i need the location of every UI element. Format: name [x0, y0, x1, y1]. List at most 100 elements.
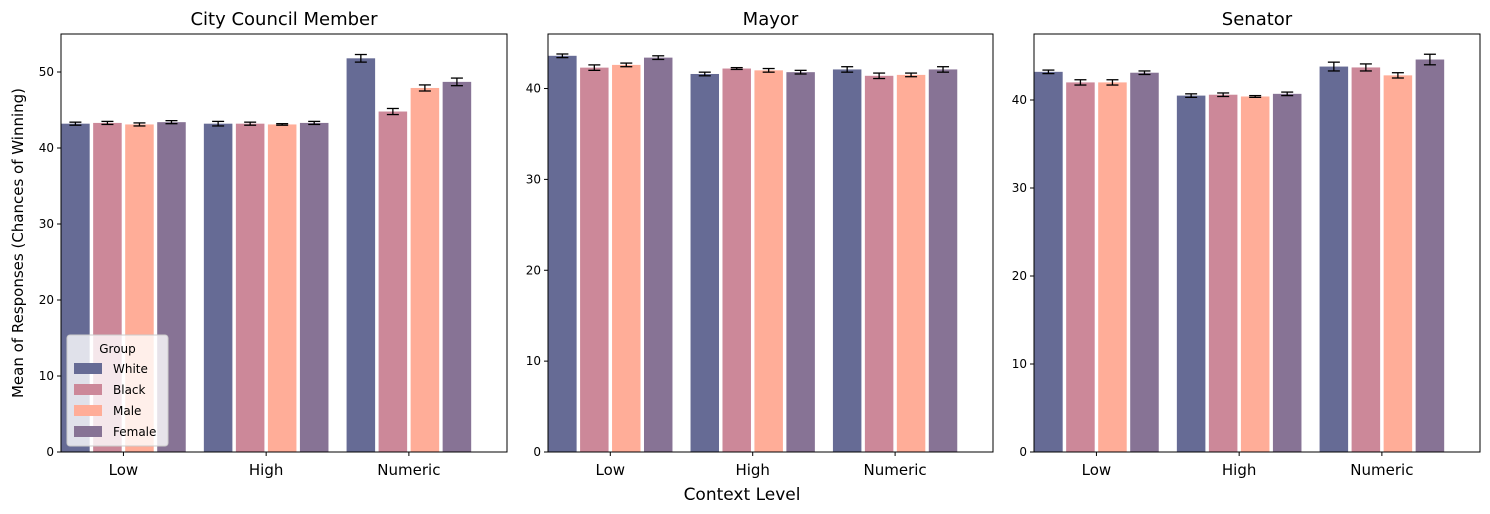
bar-female: [299, 122, 329, 453]
error-bar: [308, 120, 321, 126]
bar-black: [580, 67, 609, 453]
legend-label-female: Female: [113, 425, 156, 439]
error-bar: [1074, 79, 1087, 86]
error-bar: [556, 53, 569, 59]
bar-white: [346, 58, 376, 452]
error-bar: [69, 121, 82, 126]
bar-black: [1208, 94, 1238, 452]
error-bar: [418, 84, 431, 92]
y-tick-label: 40: [526, 82, 541, 96]
x-tick-label: High: [249, 461, 283, 479]
bar-female: [786, 72, 815, 452]
y-tick-label: 10: [526, 354, 541, 368]
x-tick-label: Numeric: [864, 461, 927, 479]
bar-white: [1319, 66, 1349, 452]
legend-box: [66, 334, 169, 447]
error-bar: [101, 120, 114, 126]
bar-female: [928, 69, 958, 452]
bar-male: [1098, 82, 1127, 453]
bar-female: [1272, 93, 1302, 452]
error-bar: [762, 67, 775, 73]
bar-black: [1066, 82, 1095, 453]
bar-black: [722, 68, 751, 453]
y-tick-label: 30: [526, 172, 541, 186]
error-bar: [1138, 70, 1151, 76]
chart-panel: City Council Member 0 10 20 30 40 50 Low High Num…: [39, 9, 508, 479]
error-bar: [1042, 69, 1055, 75]
chart-panel: Mayor 0 10 20 30 40 Low High Numeric: [526, 9, 994, 479]
axes-frame: [547, 33, 994, 453]
x-tick-label: Numeric: [377, 461, 440, 479]
legend-title: Group: [99, 342, 136, 356]
error-bar: [698, 71, 711, 77]
error-bar: [794, 69, 807, 75]
legend: Group White Black Male Female: [66, 334, 169, 447]
error-bar: [244, 121, 257, 126]
legend-label-black: Black: [113, 383, 146, 397]
error-bar: [730, 66, 743, 71]
error-bar: [1217, 92, 1230, 98]
error-bar: [841, 66, 854, 73]
error-bar: [905, 72, 918, 78]
error-bar: [1423, 53, 1436, 66]
bar-white: [1176, 95, 1206, 452]
error-bar: [1106, 79, 1119, 86]
y-tick-label: 40: [39, 141, 54, 155]
bar-white: [203, 123, 233, 453]
bar-male: [896, 74, 926, 453]
x-tick-label: Low: [596, 461, 626, 479]
error-bar: [212, 120, 225, 127]
bar-male: [1240, 96, 1270, 452]
bar-white: [548, 55, 577, 453]
error-bar: [1327, 61, 1340, 72]
error-bar: [450, 77, 463, 87]
error-bar: [1185, 93, 1198, 99]
bar-black: [235, 123, 265, 453]
legend-swatch-black: [74, 384, 102, 395]
legend-swatch-white: [74, 363, 102, 374]
error-bar: [1281, 91, 1294, 97]
bar-female: [1415, 59, 1445, 453]
chart-panels: City Council Member 0 10 20 30 40 50 Low High Num…: [39, 9, 1481, 479]
y-tick-label: 50: [39, 65, 54, 79]
bar-female: [643, 57, 673, 452]
error-bar: [1249, 94, 1262, 99]
y-tick-label: 0: [533, 445, 541, 459]
chart-title: Mayor: [743, 9, 799, 30]
chart-title: Senator: [1222, 9, 1293, 30]
legend-swatch-female: [74, 426, 102, 437]
bar-white: [1034, 71, 1063, 452]
error-bar: [165, 119, 178, 125]
error-bar: [873, 72, 886, 80]
error-bar: [652, 55, 665, 61]
bar-female: [1130, 72, 1159, 452]
bar-female: [442, 81, 472, 452]
y-tick-label: 30: [1012, 181, 1027, 195]
error-bar: [588, 64, 601, 71]
x-tick-label: High: [1222, 461, 1256, 479]
y-tick-label: 10: [1012, 357, 1027, 371]
legend-label-white: White: [113, 362, 148, 376]
bar-white: [832, 69, 862, 452]
legend-label-male: Male: [113, 404, 141, 418]
error-bar: [386, 107, 399, 116]
x-tick-label: Numeric: [1350, 461, 1413, 479]
bar-male: [410, 87, 440, 453]
error-bar: [1359, 63, 1372, 72]
bar-male: [754, 70, 783, 452]
error-bar: [937, 66, 950, 73]
bar-black: [1351, 67, 1381, 452]
bar-male: [1383, 75, 1413, 453]
y-tick-label: 40: [1012, 93, 1027, 107]
y-axis-label: Mean of Responses (Chances of Winning): [9, 88, 27, 398]
error-bar: [620, 62, 633, 68]
bar-black: [864, 75, 894, 453]
x-tick-label: Low: [1082, 461, 1112, 479]
y-tick-label: 20: [39, 293, 54, 307]
axes-frame: [60, 33, 508, 453]
bar-black: [378, 111, 408, 453]
x-tick-label: High: [735, 461, 769, 479]
bar-male: [612, 64, 641, 452]
y-tick-label: 0: [46, 445, 54, 459]
